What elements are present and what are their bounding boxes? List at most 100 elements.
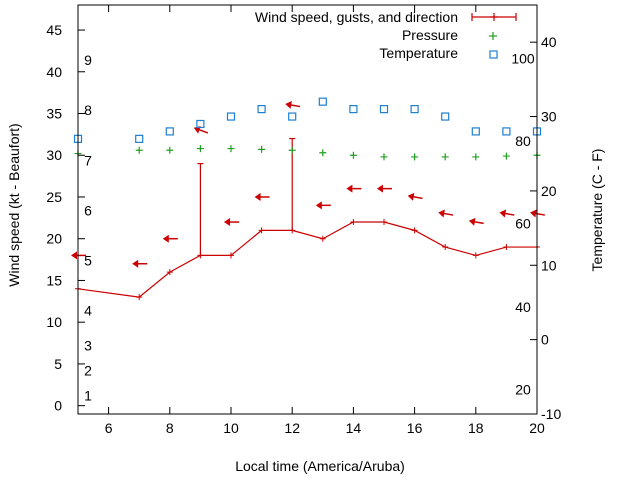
- wind-speed-point: [258, 227, 265, 234]
- y-tick-label-left: 0: [54, 398, 62, 414]
- y-tick-label-right: 20: [541, 183, 557, 199]
- wind-speed-point: [319, 235, 326, 242]
- y-tick-label-left: 10: [46, 314, 62, 330]
- wind-direction-arrow: [499, 209, 515, 218]
- temperature-point: [257, 105, 266, 114]
- fahrenheit-label: 60: [515, 216, 531, 232]
- wind-speed-point: [381, 219, 387, 226]
- wind-direction-arrow: [346, 184, 362, 193]
- temperature-point: [410, 105, 419, 114]
- x-tick-label: 8: [166, 420, 174, 436]
- beaufort-label: 6: [84, 202, 92, 218]
- x-tick-label: 20: [529, 420, 545, 436]
- pressure-point: [227, 145, 235, 153]
- pressure-point: [258, 145, 266, 153]
- x-tick-label: 18: [468, 420, 484, 436]
- axis-labels: 6 8 10 12 14 16 18 20051015202530354045-1001020…: [46, 22, 561, 436]
- x-tick-label: 16: [407, 420, 423, 436]
- x-tick-label: 12: [284, 420, 300, 436]
- x-tick-label: 10: [223, 420, 239, 436]
- temperature-point: [318, 97, 327, 106]
- pressure-point: [411, 153, 419, 161]
- wind-direction-arrow: [224, 218, 239, 227]
- y-tick-label-left: 15: [46, 272, 62, 288]
- y-tick-label-right: 40: [541, 34, 557, 50]
- beaufort-label: 5: [84, 252, 92, 268]
- x-tick-label: 6: [105, 420, 113, 436]
- temperature-point: [441, 112, 450, 121]
- plot-area: [71, 97, 546, 301]
- pressure-point: [502, 152, 510, 160]
- y-tick-label-left: 45: [46, 22, 62, 38]
- y-tick-label-left: 5: [54, 356, 62, 372]
- y-tick-label-right: -10: [541, 406, 561, 422]
- wind-direction-arrow: [285, 101, 301, 109]
- y-axis-label-right: Temperature (C - F): [589, 149, 605, 272]
- wind-speed-point: [442, 244, 449, 251]
- wind-speed-point: [503, 244, 510, 251]
- fahrenheit-label: 80: [515, 133, 531, 149]
- legend-label-wind: Wind speed, gusts, and direction: [255, 9, 458, 25]
- temperature-point: [196, 119, 205, 129]
- y-tick-label-right: 0: [541, 332, 549, 348]
- beaufort-label: 4: [84, 302, 92, 318]
- legend-label-temperature: Temperature: [379, 45, 458, 61]
- temperature-point: [135, 134, 144, 143]
- wind-speed-point: [472, 252, 479, 259]
- wind-direction-arrow: [468, 217, 484, 226]
- temperature-point: [471, 127, 480, 136]
- temperature-point: [165, 127, 174, 136]
- pressure-point: [349, 151, 357, 159]
- wind-speed-point: [228, 252, 234, 259]
- y-tick-label-left: 40: [46, 64, 62, 80]
- wind-direction-arrow: [377, 184, 392, 193]
- y-tick-label-left: 35: [46, 106, 62, 122]
- legend: Wind speed, gusts, and direction Pressur…: [255, 9, 517, 61]
- pressure-point: [380, 153, 388, 161]
- fahrenheit-label: 40: [515, 299, 531, 315]
- x-axis-label: Local time (America/Aruba): [235, 458, 405, 474]
- x-tick-label: 14: [346, 420, 362, 436]
- legend-label-pressure: Pressure: [402, 27, 458, 43]
- fahrenheit-label: 100: [511, 51, 535, 67]
- beaufort-label: 3: [84, 338, 92, 354]
- wind-direction-arrow: [407, 192, 423, 201]
- pressure-point: [196, 145, 204, 153]
- beaufort-label: 1: [84, 388, 92, 404]
- wind-direction-arrow: [530, 209, 546, 218]
- y-tick-label-left: 30: [46, 147, 62, 163]
- wind-speed-point: [136, 294, 143, 301]
- y-axis-label-left: Wind speed (kt - Beaufort): [6, 123, 22, 286]
- beaufort-label: 2: [84, 363, 92, 379]
- wind-speed-point: [166, 269, 173, 276]
- pressure-point: [288, 146, 296, 154]
- plot-border: [77, 4, 538, 415]
- fahrenheit-label: 20: [515, 381, 531, 397]
- temperature-point: [288, 112, 297, 121]
- pressure-point: [472, 153, 480, 161]
- wind-direction-arrow: [254, 192, 270, 201]
- wind-direction-arrow: [162, 234, 178, 243]
- temperature-point: [349, 105, 358, 114]
- wind-direction-arrow: [71, 251, 86, 260]
- y-tick-label-left: 25: [46, 189, 62, 205]
- beaufort-label: 8: [84, 102, 92, 118]
- temperature-point: [226, 112, 236, 121]
- y-tick-label-right: 30: [541, 109, 557, 125]
- beaufort-label: 9: [84, 52, 92, 68]
- wind-direction-arrow: [438, 209, 454, 218]
- pressure-point: [441, 153, 449, 161]
- pressure-point: [319, 149, 327, 157]
- beaufort-label: 7: [84, 152, 92, 168]
- legend-swatch-wind: [471, 13, 517, 21]
- y-tick-label-left: 20: [46, 231, 62, 247]
- legend-swatch-temperature: [489, 50, 498, 59]
- wind-speed-point: [350, 219, 357, 226]
- wind-speed-point: [411, 227, 418, 234]
- pressure-point: [135, 146, 143, 154]
- legend-swatch-pressure: [489, 32, 497, 40]
- temperature-point: [379, 105, 389, 114]
- pressure-point: [166, 146, 174, 154]
